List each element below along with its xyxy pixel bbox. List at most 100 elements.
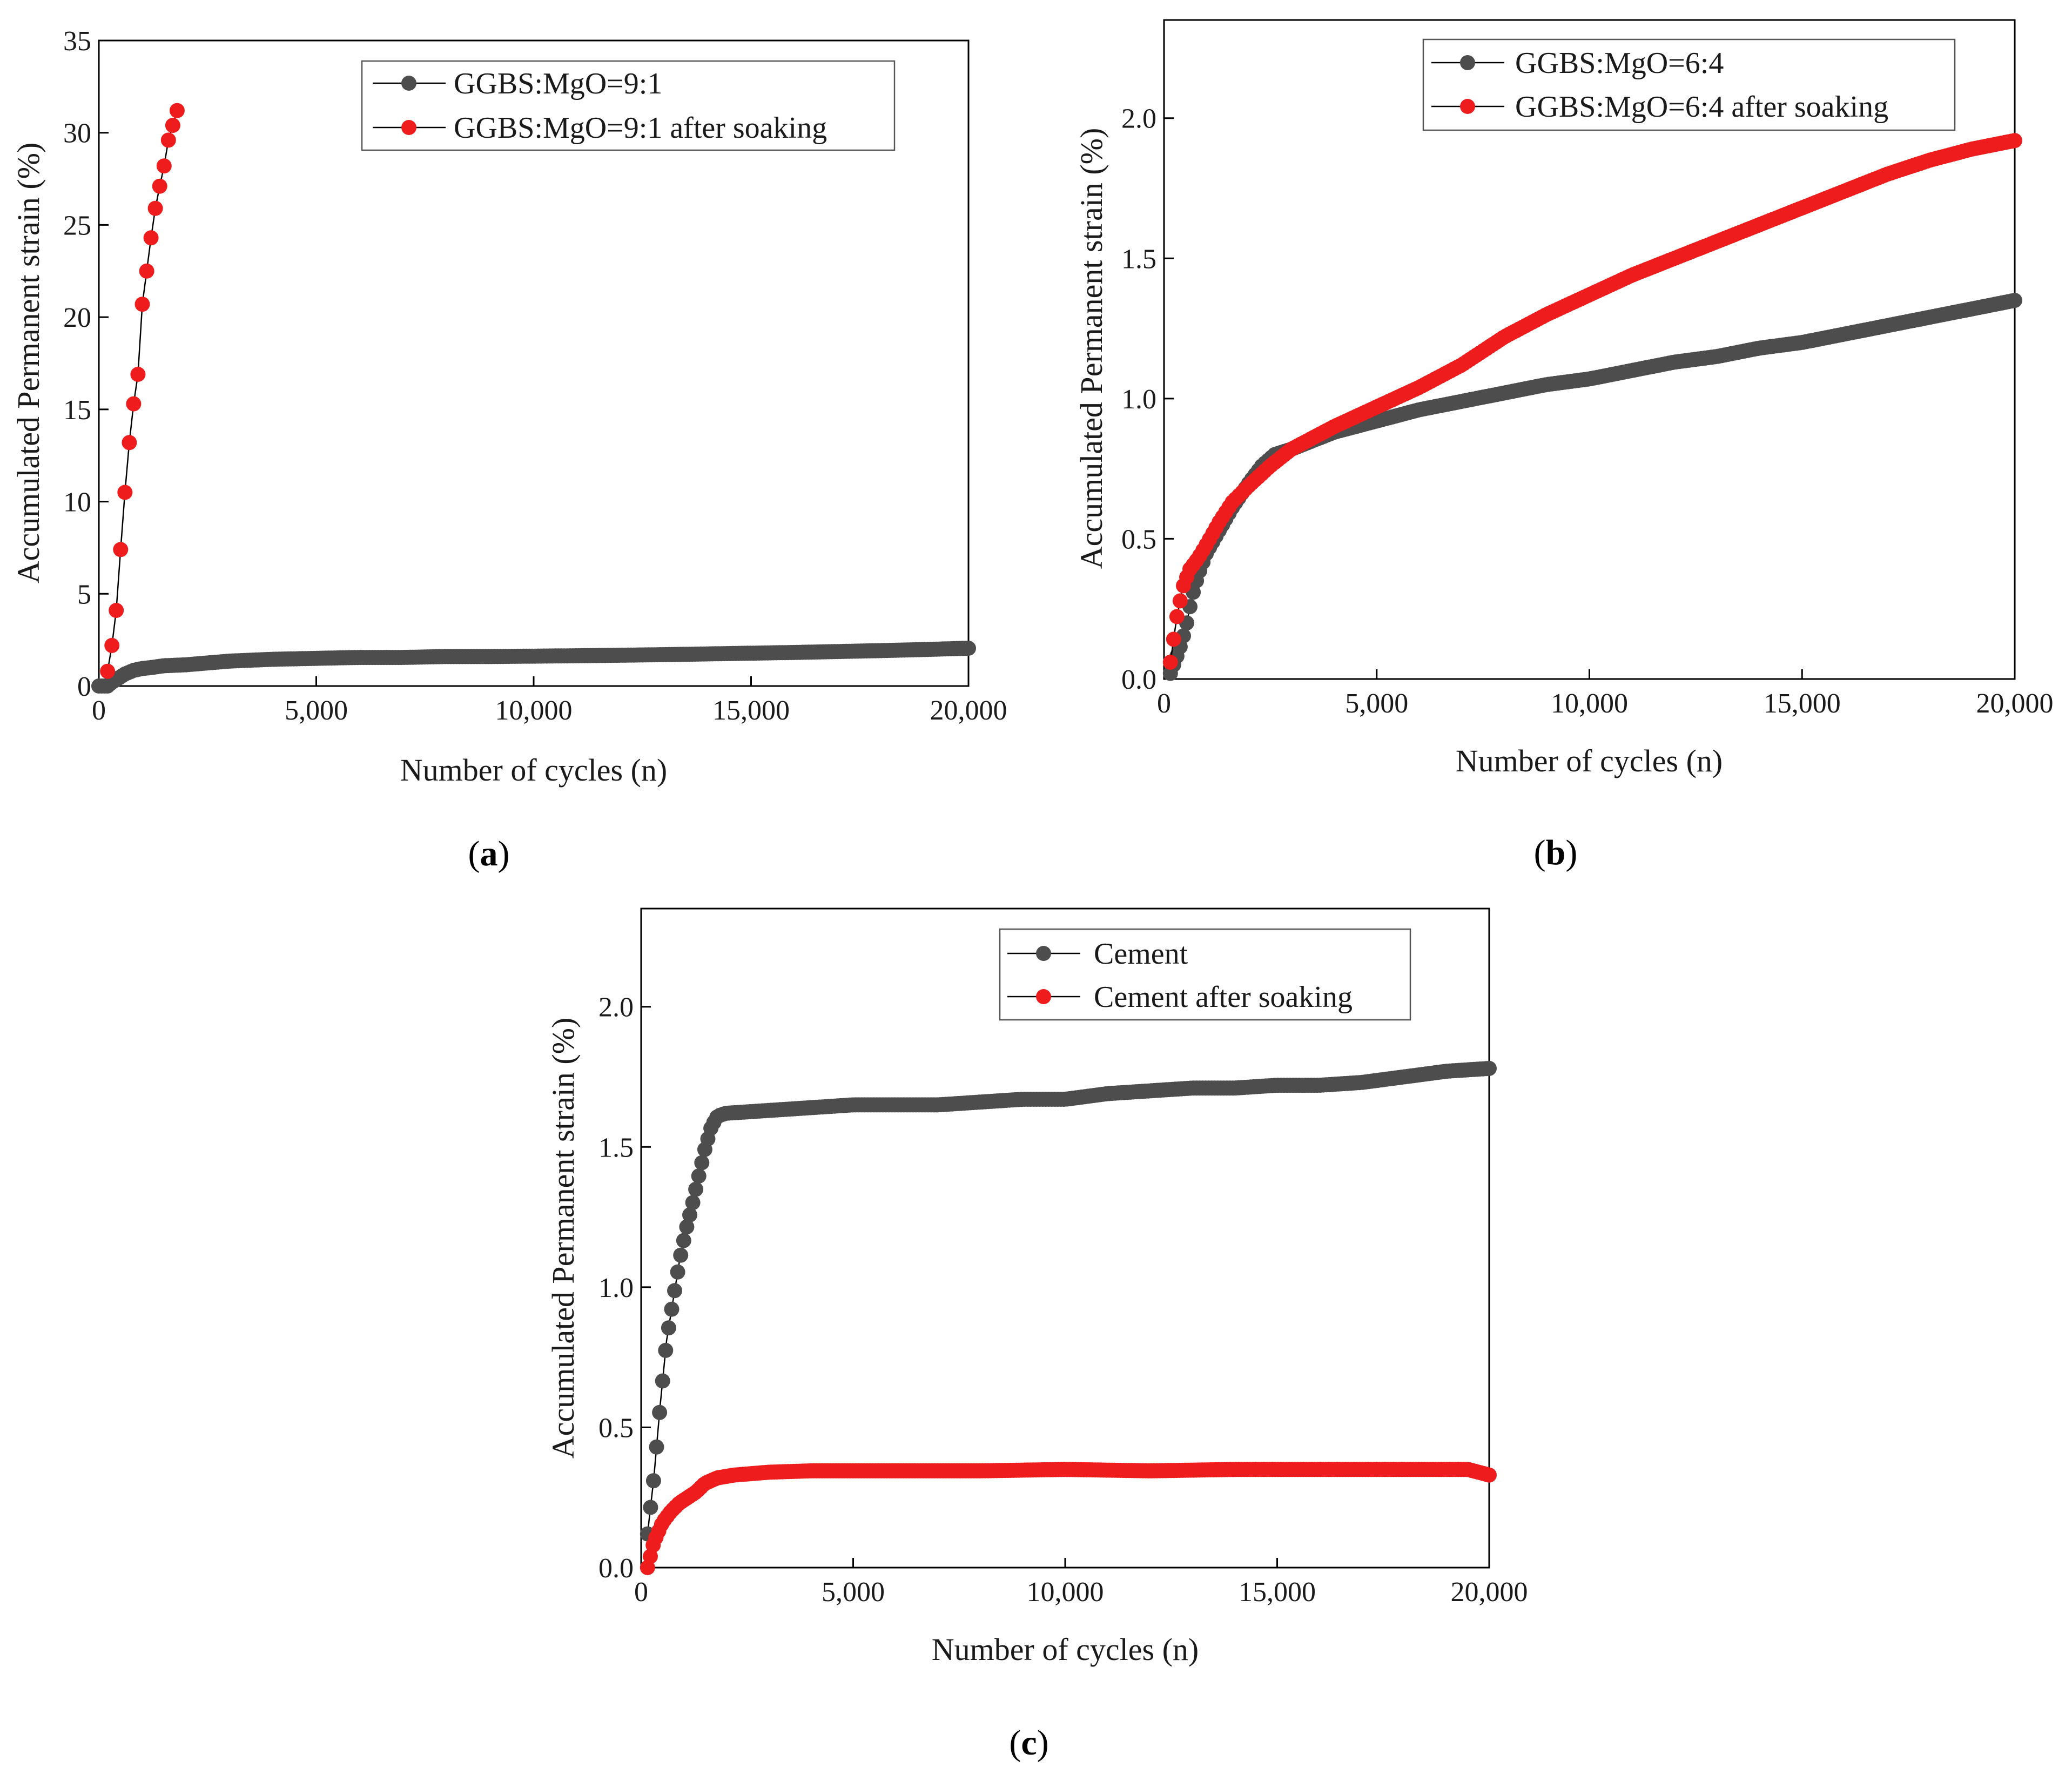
y-tick-label-c-2: 1.0 [598,1273,634,1303]
x-axis-title-c: Number of cycles (n) [932,1632,1199,1667]
y-tick-label-a-3: 15 [63,395,91,426]
legend-marker-c-1 [1036,989,1051,1004]
legend-label-a-1: GGBS:MgO=9:1 after soaking [454,111,827,145]
y-tick-label-c-4: 2.0 [598,992,634,1023]
data-point-a-0-299 [961,641,976,656]
legend-frame-a [361,60,896,151]
x-tick-label-b-2: 10,000 [1551,688,1628,719]
x-tick-label-a-3: 15,000 [712,695,790,726]
data-point-b-1-259 [2007,133,2022,149]
legend-c: Cement Cement after soaking [999,928,1411,1021]
x-tick-label-b-1: 5,000 [1345,688,1408,719]
legend-b: GGBS:MgO=6:4 GGBS:MgO=6:4 after soaking [1422,38,1956,131]
x-tick-label-c-0: 0 [634,1577,648,1608]
panel-label-c-open: ( [1009,1723,1021,1763]
x-tick-label-b-4: 20,000 [1976,688,2054,719]
x-tick-label-c-3: 15,000 [1239,1577,1316,1608]
data-point-c-0-11 [673,1247,689,1263]
legend-marker-c-0 [1036,946,1051,961]
legend-frame-c [999,928,1411,1021]
data-point-c-1-299 [1482,1467,1497,1483]
data-point-c-0-17 [691,1168,707,1184]
y-tick-label-a-0: 0 [77,671,91,702]
y-tick-label-a-6: 30 [63,118,91,149]
data-point-b-1-1 [1166,631,1181,647]
data-point-a-1-4 [117,485,133,500]
data-point-a-1-10 [143,230,159,246]
data-point-b-1-0 [1162,654,1178,670]
y-tick-label-b-1: 0.5 [1121,524,1156,555]
data-point-a-1-14 [160,132,176,148]
data-point-b-1-2 [1169,609,1185,624]
data-point-a-1-3 [113,542,129,557]
x-tick-label-b-0: 0 [1157,688,1171,719]
chart-panel-b: 0 5,000 10,000 15,000 20,0000.00.51.01.52.0 … [1074,19,2054,872]
data-point-a-1-0 [100,663,116,679]
panel-label-b: (b) [1534,833,1578,872]
x-tick-label-a-4: 20,000 [930,695,1007,726]
data-point-c-0-2 [645,1473,661,1489]
data-point-c-0-5 [655,1373,670,1389]
data-point-c-0-3 [649,1439,664,1455]
x-tick-label-b-3: 15,000 [1764,688,1841,719]
panel-label-c: (c) [1009,1723,1048,1763]
y-axis-title-a: Accumulated Permanent strain (%) [11,143,46,584]
panel-label-c-close: ) [1037,1723,1049,1763]
series-layer-c [640,1060,1497,1575]
panel-label-c-letter: c [1021,1723,1037,1763]
x-axis-title-b: Number of cycles (n) [1456,743,1723,778]
legend-label-a-0: GGBS:MgO=9:1 [454,67,662,100]
panel-label-a: (a) [468,834,510,873]
data-point-a-1-16 [169,103,185,118]
data-point-a-1-6 [126,396,142,412]
series-line-b-1 [1169,139,2015,663]
data-point-c-0-13 [679,1219,695,1235]
chart-panel-a: 0 5,000 10,000 15,000 20,000 0 5 10 15 20 25 30 35 N… [11,26,1007,873]
y-tick-label-a-1: 5 [77,579,91,610]
legend-a: GGBS:MgO=9:1 GGBS:MgO=9:1 after soaking [361,60,896,151]
data-point-c-0-10 [670,1264,685,1280]
legend-marker-a-1 [401,120,416,135]
y-tick-label-c-0: 0.0 [598,1553,634,1584]
panel-label-b-letter: b [1546,833,1566,872]
y-tick-label-a-4: 20 [63,302,91,333]
data-point-c-0-9 [667,1283,682,1299]
data-point-c-0-6 [658,1342,674,1358]
data-point-b-0-259 [2007,293,2022,308]
panel-label-a-letter: a [480,834,498,873]
data-point-c-0-1 [643,1500,658,1515]
series-layer-b [1162,133,2022,681]
data-point-c-0-18 [694,1155,710,1171]
data-point-a-1-13 [156,158,172,174]
y-tick-label-b-3: 1.5 [1121,244,1156,274]
data-point-a-1-5 [122,435,137,451]
x-tick-label-a-1: 5,000 [285,695,348,726]
x-tick-label-c-4: 20,000 [1451,1577,1528,1608]
data-point-c-0-12 [676,1233,691,1248]
data-point-a-1-2 [109,603,124,618]
x-tick-label-c-2: 10,000 [1027,1577,1104,1608]
ticks-b: 0 5,000 10,000 15,000 20,000 0.0 0.5 1.0 1.5 2.0 [1121,104,2054,719]
y-axis-title-b: Accumulated Permanent strain (%) [1074,128,1109,569]
x-tick-label-c-1: 5,000 [822,1577,885,1608]
series-line-c-1 [647,1469,1490,1568]
data-point-a-1-8 [134,297,150,312]
y-tick-label-b-2: 1.0 [1121,384,1156,415]
legend-marker-a-0 [401,76,416,91]
series-layer-a [91,103,976,694]
data-point-b-1-3 [1172,593,1188,609]
y-tick-label-a-2: 10 [63,487,91,518]
panel-label-a-close: ) [498,834,510,873]
y-tick-label-c-3: 1.5 [598,1132,634,1163]
data-point-c-0-7 [661,1320,676,1336]
data-point-a-1-7 [130,367,146,382]
y-tick-label-b-0: 0.0 [1121,664,1156,695]
data-point-a-1-11 [147,200,163,216]
series-line-a-1 [106,110,178,671]
data-point-c-0-15 [685,1195,701,1211]
x-axis-title-a: Number of cycles (n) [400,752,667,788]
data-point-a-1-12 [152,178,167,194]
legend-marker-b-0 [1460,55,1475,70]
y-tick-label-b-4: 2.0 [1121,104,1156,135]
